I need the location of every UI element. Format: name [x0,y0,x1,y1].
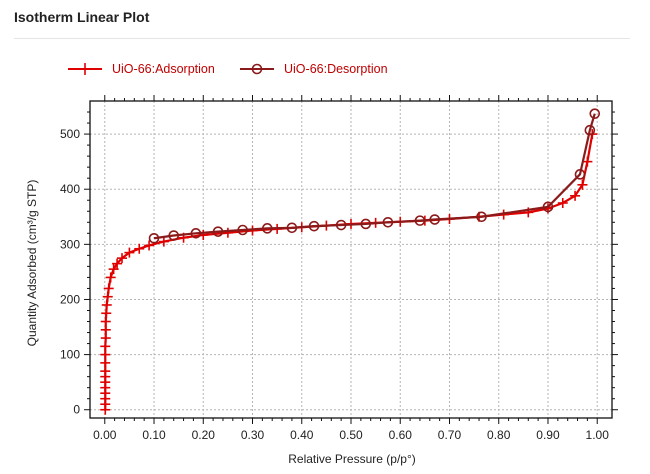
data-point-circle [574,169,586,180]
series-line [153,113,596,240]
data-point-circle [429,214,441,225]
series-desorption [148,108,601,244]
x-tick-label: 0.40 [290,428,314,442]
data-point-plus [582,156,593,167]
y-tick-label: 200 [60,292,80,306]
data-point-plus [144,240,155,251]
data-point-plus [222,227,233,238]
legend: UiO-66:Adsorption UiO-66:Desorption [68,62,388,76]
data-point-plus [102,291,113,302]
data-point-circle [584,124,596,136]
data-point-circle [148,232,160,244]
data-point-plus [158,236,169,247]
data-point-circle [286,222,298,234]
data-point-circle [542,201,554,213]
data-point-circle [237,224,248,236]
y-tick-label: 500 [60,127,80,141]
data-point-circle [589,108,601,119]
data-point-plus [124,247,135,258]
data-point-circle [261,223,273,234]
y-tick-label: 300 [60,237,80,251]
x-tick-label: 0.70 [438,428,462,442]
series-adsorption [100,129,598,415]
x-tick-label: 0.00 [93,428,117,442]
title-divider [14,38,630,39]
data-point-circle [335,219,347,231]
y-tick-label: 400 [60,182,80,196]
data-point-circle [308,220,320,232]
x-tick-label: 0.90 [536,428,560,442]
data-point-plus [570,190,581,201]
x-tick-label: 0.60 [389,428,413,442]
data-point-plus [577,179,588,190]
legend-item-adsorption[interactable]: UiO-66:Adsorption [68,62,215,76]
x-tick-label: 1.00 [586,428,610,442]
legend-item-desorption[interactable]: UiO-66:Desorption [240,62,388,76]
legend-label-adsorption: UiO-66:Adsorption [112,62,215,76]
x-tick-label: 0.10 [142,428,166,442]
data-point-circle [360,218,372,230]
data-point-plus [103,283,114,294]
x-tick-label: 0.20 [192,428,216,442]
data-point-plus [101,299,112,310]
axes: 0.00 0.10 0.20 0.30 0.40 0.50 0.60 0.70 0.80 0.90… [60,95,618,442]
data-point-circle [476,211,487,223]
page-title: Isotherm Linear Plot [14,9,150,25]
data-point-plus [108,264,119,275]
grid-lines [90,101,612,418]
data-point-circle [212,226,224,237]
data-point-circle [190,228,202,239]
series-line [104,133,594,410]
y-tick-label: 100 [60,348,80,362]
data-point-circle [382,216,394,228]
legend-label-desorption: UiO-66:Desorption [284,62,388,76]
data-point-plus [105,272,116,283]
x-tick-label: 0.50 [339,428,363,442]
series-layer [100,108,601,415]
data-point-plus [557,197,568,208]
data-point-circle [168,230,180,241]
y-tick-label: 0 [73,403,80,417]
x-axis-label: Relative Pressure (p/p°) [288,452,416,466]
y-axis-label: Quantity Adsorbed (cm³/g STP) [25,180,39,347]
data-point-plus [134,243,145,254]
data-point-plus [112,258,123,269]
data-point-circle [414,215,426,226]
x-tick-label: 0.80 [487,428,511,442]
x-tick-label: 0.30 [241,428,265,442]
data-point-plus [117,253,128,264]
